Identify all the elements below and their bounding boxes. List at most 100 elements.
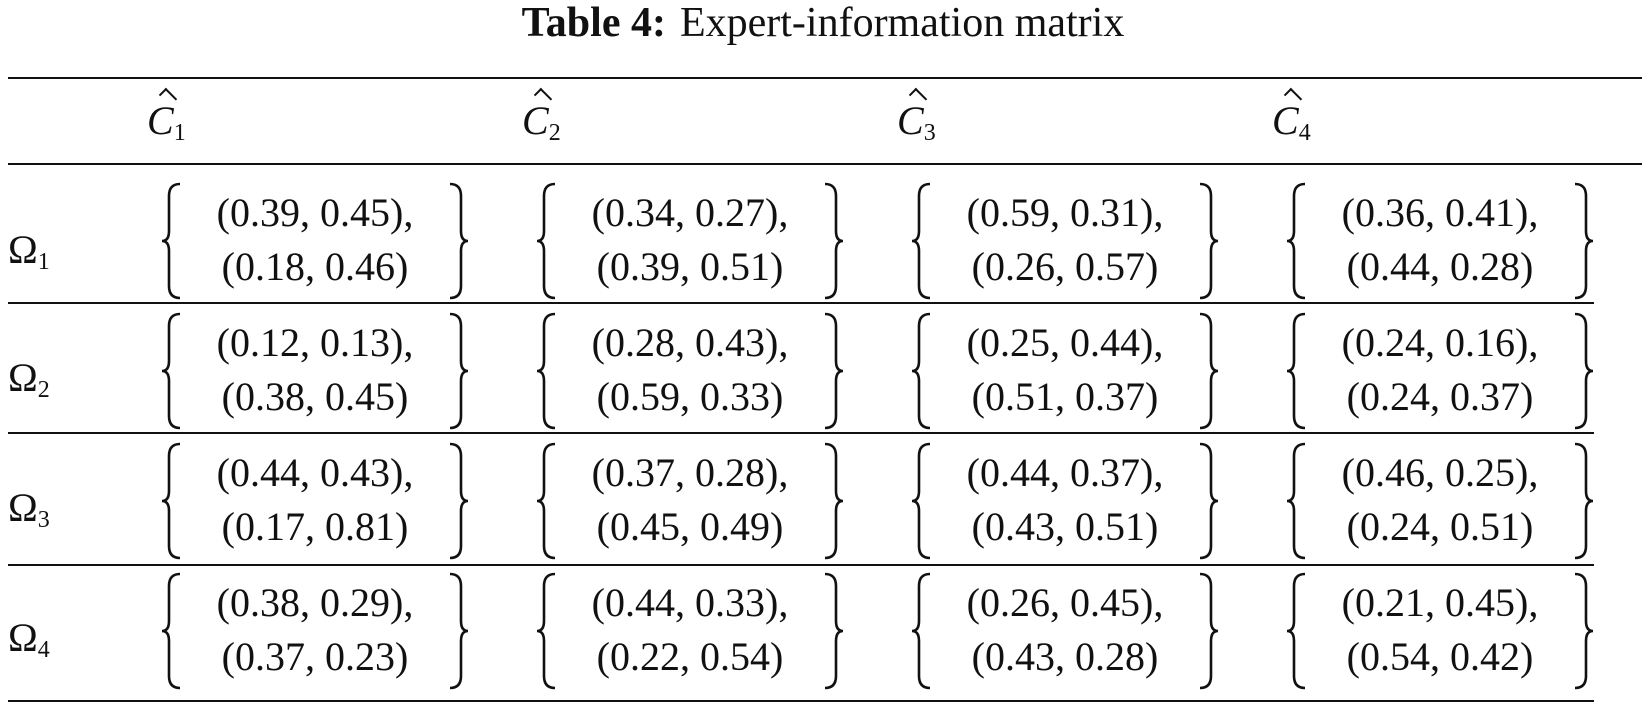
right-brace: [1574, 182, 1594, 300]
cell-second-pair: (0.24, 0.51): [1346, 504, 1534, 549]
table-cell: (0.25, 0.44), (0.51, 0.37): [910, 312, 1220, 430]
column-header-subscript: 4: [1298, 120, 1311, 146]
table-cell: (0.38, 0.29), (0.37, 0.23): [160, 572, 470, 690]
cell-second-pair: (0.26, 0.57): [971, 244, 1159, 289]
column-header-subscript: 3: [923, 120, 936, 146]
table-cell: (0.59, 0.31), (0.26, 0.57): [910, 182, 1220, 300]
row-separator-rule: [8, 564, 1594, 566]
table-caption-label: Table 4:: [521, 0, 666, 46]
right-brace: [449, 442, 469, 560]
row-header-letter: Ω: [8, 355, 38, 400]
left-brace: [1286, 442, 1306, 560]
cell-second-pair: (0.24, 0.37): [1346, 374, 1534, 419]
table-cell: (0.36, 0.41), (0.44, 0.28): [1285, 182, 1595, 300]
table-cell: (0.44, 0.33), (0.22, 0.54): [535, 572, 845, 690]
column-header-subscript: 2: [548, 120, 561, 146]
column-header-4: C4: [1272, 96, 1311, 146]
left-brace: [536, 442, 556, 560]
row-header-3: Ω3: [8, 483, 50, 533]
row-header-letter: Ω: [8, 615, 38, 660]
column-header-2: C2: [522, 96, 561, 146]
table-cell: (0.46, 0.25), (0.24, 0.51): [1285, 442, 1595, 560]
cell-second-pair: (0.37, 0.23): [221, 634, 409, 679]
right-brace: [1574, 442, 1594, 560]
column-header-letter: C: [1272, 96, 1299, 146]
left-brace: [1286, 312, 1306, 430]
cell-second-pair: (0.59, 0.33): [596, 374, 784, 419]
cell-first-pair: (0.28, 0.43),: [591, 320, 789, 365]
column-header-subscript: 1: [173, 120, 186, 146]
cell-first-pair: (0.12, 0.13),: [216, 320, 414, 365]
cell-second-pair: (0.38, 0.45): [221, 374, 409, 419]
table-caption: Table 4: Expert-information matrix: [0, 0, 1646, 62]
cell-first-pair: (0.34, 0.27),: [591, 190, 789, 235]
table-cell: (0.26, 0.45), (0.43, 0.28): [910, 572, 1220, 690]
left-brace: [1286, 572, 1306, 690]
cell-first-pair: (0.37, 0.28),: [591, 450, 789, 495]
left-brace: [536, 182, 556, 300]
cell-first-pair: (0.24, 0.16),: [1341, 320, 1539, 365]
left-brace: [161, 182, 181, 300]
row-header-letter: Ω: [8, 485, 38, 530]
left-brace: [161, 442, 181, 560]
column-header-3: C3: [897, 96, 936, 146]
table-header-rule: [8, 163, 1642, 165]
cell-first-pair: (0.21, 0.45),: [1341, 580, 1539, 625]
left-brace: [536, 312, 556, 430]
row-header-subscript: 2: [37, 377, 50, 403]
table-cell: (0.21, 0.45), (0.54, 0.42): [1285, 572, 1595, 690]
right-brace: [1199, 442, 1219, 560]
column-header-letter: C: [897, 96, 924, 146]
row-header-subscript: 1: [37, 249, 50, 275]
column-header-letter: C: [522, 96, 549, 146]
left-brace: [911, 572, 931, 690]
cell-first-pair: (0.44, 0.43),: [216, 450, 414, 495]
row-header-4: Ω4: [8, 613, 50, 663]
cell-second-pair: (0.54, 0.42): [1346, 634, 1534, 679]
row-header-subscript: 4: [37, 637, 50, 663]
cell-first-pair: (0.44, 0.33),: [591, 580, 789, 625]
cell-second-pair: (0.17, 0.81): [221, 504, 409, 549]
cell-second-pair: (0.22, 0.54): [596, 634, 784, 679]
cell-first-pair: (0.38, 0.29),: [216, 580, 414, 625]
cell-second-pair: (0.51, 0.37): [971, 374, 1159, 419]
table-caption-title: Expert-information matrix: [679, 0, 1125, 46]
cell-first-pair: (0.46, 0.25),: [1341, 450, 1539, 495]
table-cell: (0.24, 0.16), (0.24, 0.37): [1285, 312, 1595, 430]
right-brace: [1199, 572, 1219, 690]
cell-first-pair: (0.44, 0.37),: [966, 450, 1164, 495]
right-brace: [449, 182, 469, 300]
right-brace: [824, 312, 844, 430]
table-top-rule: [8, 77, 1642, 79]
right-brace: [1574, 312, 1594, 430]
left-brace: [911, 312, 931, 430]
right-brace: [1199, 312, 1219, 430]
row-header-2: Ω2: [8, 353, 50, 403]
table-cell: (0.34, 0.27), (0.39, 0.51): [535, 182, 845, 300]
table-cell: (0.37, 0.28), (0.45, 0.49): [535, 442, 845, 560]
table-cell: (0.12, 0.13), (0.38, 0.45): [160, 312, 470, 430]
right-brace: [824, 442, 844, 560]
table-cell: (0.28, 0.43), (0.59, 0.33): [535, 312, 845, 430]
row-separator-rule: [8, 432, 1594, 434]
cell-second-pair: (0.18, 0.46): [221, 244, 409, 289]
row-header-letter: Ω: [8, 227, 38, 272]
cell-first-pair: (0.36, 0.41),: [1341, 190, 1539, 235]
table-cell: (0.39, 0.45), (0.18, 0.46): [160, 182, 470, 300]
right-brace: [1574, 572, 1594, 690]
cell-second-pair: (0.43, 0.28): [971, 634, 1159, 679]
left-brace: [911, 182, 931, 300]
cell-first-pair: (0.25, 0.44),: [966, 320, 1164, 365]
left-brace: [911, 442, 931, 560]
right-brace: [1199, 182, 1219, 300]
cell-first-pair: (0.59, 0.31),: [966, 190, 1164, 235]
row-header-subscript: 3: [37, 507, 50, 533]
cell-first-pair: (0.26, 0.45),: [966, 580, 1164, 625]
table-cell: (0.44, 0.43), (0.17, 0.81): [160, 442, 470, 560]
row-separator-rule: [8, 302, 1594, 304]
table-cell: (0.44, 0.37), (0.43, 0.51): [910, 442, 1220, 560]
cell-second-pair: (0.45, 0.49): [596, 504, 784, 549]
left-brace: [536, 572, 556, 690]
left-brace: [1286, 182, 1306, 300]
right-brace: [824, 182, 844, 300]
